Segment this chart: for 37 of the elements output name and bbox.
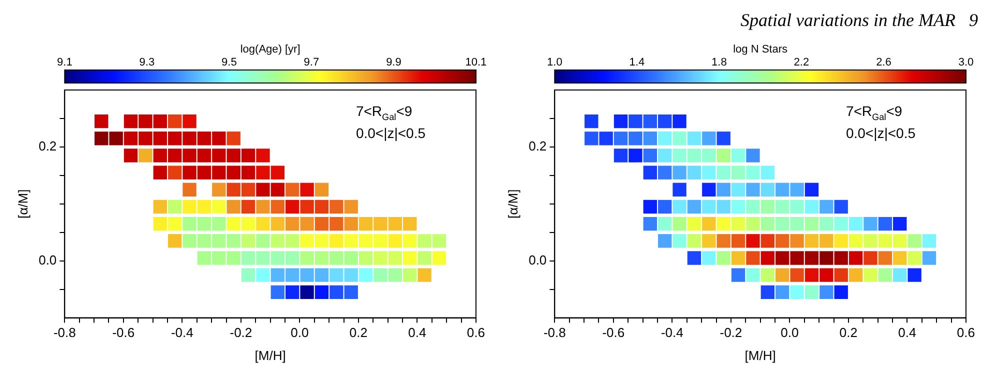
x-tick-label: 0.6 (956, 325, 976, 340)
color-bar-label: 1.0 (547, 56, 562, 69)
color-bar-label: 1.8 (712, 56, 727, 69)
color-bar-title: log(Age) [yr] (240, 44, 300, 56)
x-tick-label: -0.8 (53, 325, 76, 340)
color-bar-label: 9.1 (57, 56, 72, 69)
x-tick-label: 0.0 (780, 325, 799, 340)
x-tick-label: 0.2 (349, 325, 368, 340)
chart-title: Spatial variations in the MAR 9 (740, 10, 978, 31)
x-tick-label: 0.4 (898, 325, 916, 340)
x-tick-label: 0.6 (466, 325, 486, 340)
x-axis-title: [M/H] (744, 348, 776, 363)
x-tick-label: -0.2 (720, 325, 742, 340)
color-bar-label: 9.7 (304, 56, 320, 69)
x-tick-label: 0.4 (408, 325, 426, 340)
x-axis-title: [M/H] (254, 348, 286, 363)
color-bar-label: 9.3 (139, 56, 155, 69)
color-bar-label: 1.4 (629, 56, 645, 69)
x-tick-label: -0.6 (602, 325, 625, 340)
color-bar-label: 9.5 (222, 56, 237, 69)
y-axis-title: [α/M] (505, 189, 520, 218)
x-tick-label: -0.2 (230, 325, 252, 340)
color-bar-label: 2.6 (876, 56, 892, 69)
color-bar-label: 9.9 (386, 56, 402, 69)
y-axis-title: [α/M] (15, 189, 30, 218)
color-bar-label: 10.1 (465, 56, 487, 69)
x-tick-label: 0.2 (839, 325, 858, 340)
x-tick-label: -0.6 (112, 325, 135, 340)
color-bar-title: log N Stars (733, 44, 788, 56)
x-tick-label: -0.4 (170, 325, 194, 340)
color-bar-label: 3.0 (958, 56, 974, 69)
x-tick-label: -0.4 (660, 325, 684, 340)
annotation: 0.0<|z|<0.5 (356, 125, 426, 141)
color-bar-label: 2.2 (794, 56, 810, 69)
x-tick-label: 0.0 (290, 325, 309, 340)
x-tick-label: -0.8 (543, 325, 566, 340)
annotation: 0.0<|z|<0.5 (846, 125, 916, 141)
